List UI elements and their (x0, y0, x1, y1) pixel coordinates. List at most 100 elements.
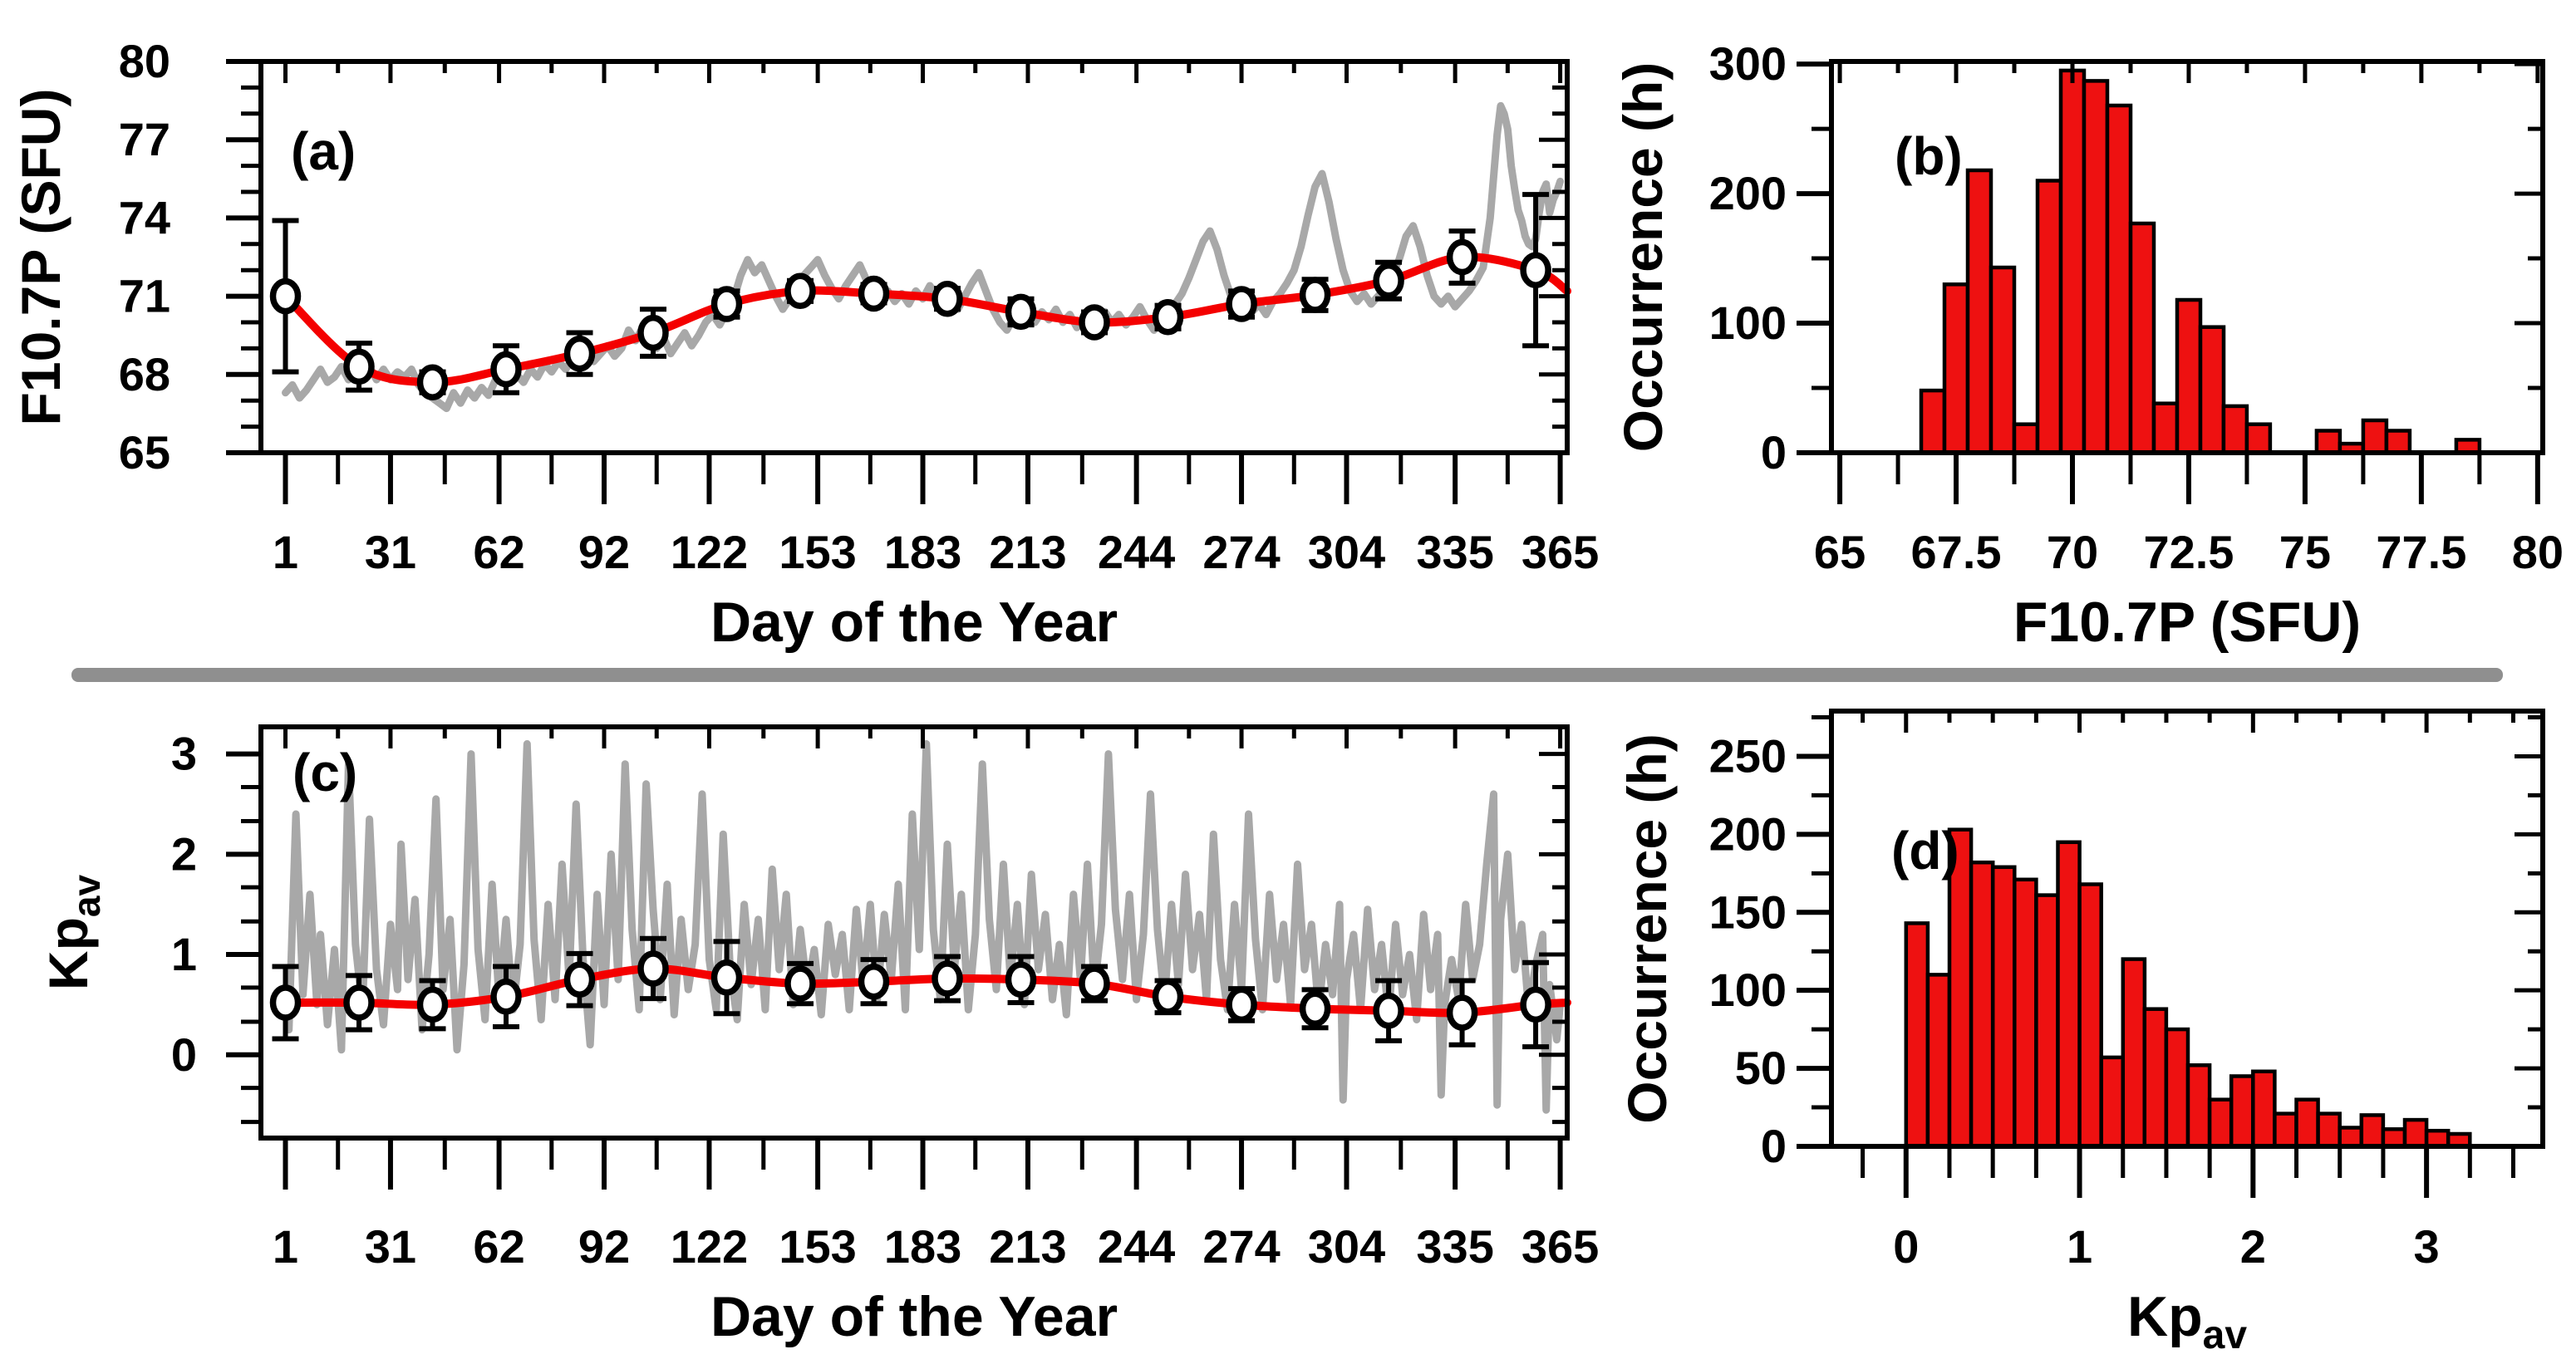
y-axis: 0 1 2 3 Kpav (37, 728, 1567, 1125)
x-tick-label: 304 (1308, 1220, 1385, 1273)
data-marker (416, 986, 449, 1023)
histogram-bar (2121, 957, 2147, 1149)
panel-letter-b: (b) (1895, 126, 1963, 186)
panel-separator (71, 668, 2503, 682)
plot-frame (258, 724, 1570, 1141)
x-tick-label: 335 (1416, 526, 1493, 578)
panel-b-histogram-f107: 65 67.5 70 72.5 75 77.5 80 F10.7P (SFU) 0 100 200 3… (1612, 37, 2564, 654)
y-tick-label: 100 (1709, 297, 1787, 349)
histogram-bar (2035, 179, 2063, 455)
panel-letter-d: (d) (1891, 821, 1959, 881)
gray-daily-line (282, 101, 1565, 413)
histogram-bar (2402, 1117, 2429, 1149)
histogram-bar (2012, 422, 2040, 455)
y-tick-label: 68 (119, 348, 170, 400)
data-marker (1299, 990, 1331, 1028)
histogram-bar (1969, 860, 1995, 1149)
histogram-bar (1942, 282, 1970, 455)
histogram-bar (2314, 429, 2342, 455)
x-tick-label: 92 (578, 1220, 630, 1273)
y-tick-label: 0 (1761, 426, 1787, 478)
histogram-bar (2251, 1069, 2277, 1149)
histogram-bar (1904, 921, 1930, 1149)
x-tick-label: 213 (989, 1220, 1066, 1273)
x-tick-label: 1 (2067, 1220, 2092, 1273)
x-axis-title: F10.7P (SFU) (2013, 591, 2361, 654)
data-marker (1446, 238, 1478, 276)
x-tick-label: 0 (1893, 1220, 1919, 1273)
data-marker (932, 960, 963, 997)
data-marker (858, 275, 890, 312)
x-axis: 1 31 62 92 122 153 183 213 244 274 304 335 365 Day of… (273, 61, 1599, 654)
x-tick-label: 304 (1308, 526, 1385, 578)
y-tick-label: 74 (119, 191, 170, 243)
x-tick-label: 244 (1098, 1220, 1175, 1273)
histogram-bar (2244, 422, 2273, 455)
y-tick-label: 80 (119, 35, 170, 87)
histogram-bar (2082, 79, 2110, 455)
data-marker (710, 959, 743, 996)
panel-d-histogram-kpav: 0 1 2 3 Kpav 0 50 100 150 200 250 Occurrence (h) (d) (1616, 709, 2545, 1357)
data-marker (490, 979, 522, 1015)
data-marker (1446, 994, 1478, 1031)
data-marker (784, 965, 816, 1002)
x-tick-label: 274 (1202, 526, 1280, 578)
data-marker (1520, 986, 1551, 1023)
x-axis: 1 31 62 92 122 153 183 213 244 274 304 335 365 Day of… (273, 727, 1599, 1348)
y-axis-title: Occurrence (h) (1612, 62, 1674, 452)
x-tick-label: 153 (779, 1220, 856, 1273)
x-tick-label: 335 (1416, 1220, 1493, 1273)
histogram-bar (2207, 1097, 2234, 1149)
histogram-bar (2056, 840, 2082, 1149)
y-tick-label: 3 (171, 728, 197, 780)
histogram-bar (2359, 1113, 2386, 1149)
y-tick-label: 0 (1761, 1120, 1787, 1172)
data-marker (343, 984, 375, 1021)
circle-markers (269, 238, 1551, 400)
x-tick-label: 274 (1202, 1220, 1280, 1273)
x-axis-title: Kpav (2127, 1285, 2247, 1357)
panel-letter-c: (c) (293, 743, 357, 802)
y-axis: 0 100 200 300 Occurrence (h) (1612, 37, 2543, 478)
x-tick-label: 213 (989, 526, 1066, 578)
data-marker (710, 286, 743, 322)
x-axis: 0 1 2 3 Kpav (1861, 711, 2516, 1357)
x-tick-label: 75 (2279, 526, 2331, 578)
y-axis: 65 68 71 74 77 80 F10.7P (SFU) (10, 35, 1567, 478)
histogram-bar (2229, 1074, 2255, 1149)
data-marker (1152, 298, 1184, 336)
x-tick-label: 2 (2240, 1220, 2266, 1273)
x-tick-label: 62 (473, 526, 524, 578)
histogram-bar (2198, 325, 2226, 455)
x-axis-title: Day of the Year (710, 1285, 1118, 1348)
x-tick-label: 62 (473, 1220, 524, 1273)
histogram-bar (1919, 388, 1947, 455)
x-tick-label: 365 (1522, 1220, 1599, 1273)
series-b (1919, 68, 2482, 455)
x-tick-label: 65 (1814, 526, 1866, 578)
histogram-bar (2105, 103, 2133, 455)
data-marker (563, 961, 596, 998)
x-tick-label: 183 (884, 1220, 961, 1273)
data-marker (416, 364, 449, 400)
y-tick-label: 77 (119, 113, 170, 165)
data-marker (932, 280, 963, 317)
y-tick-label: 65 (119, 426, 170, 478)
x-tick-label: 31 (365, 1220, 416, 1273)
y-axis-title: Kpav (37, 875, 108, 991)
data-marker (1005, 293, 1037, 331)
histogram-bar (1990, 865, 2017, 1149)
histogram-bar (2294, 1097, 2320, 1149)
series-d (1904, 827, 2472, 1149)
histogram-bar (2221, 404, 2249, 455)
series-a (269, 101, 1571, 413)
y-tick-label: 200 (1709, 167, 1787, 219)
data-marker (1373, 992, 1404, 1029)
histogram-bar (2034, 893, 2060, 1149)
x-tick-label: 153 (779, 526, 856, 578)
y-tick-label: 71 (119, 270, 170, 322)
data-marker (269, 277, 302, 315)
data-marker (563, 335, 596, 372)
histogram-bar (2142, 1007, 2169, 1149)
x-tick-label: 70 (2047, 526, 2098, 578)
